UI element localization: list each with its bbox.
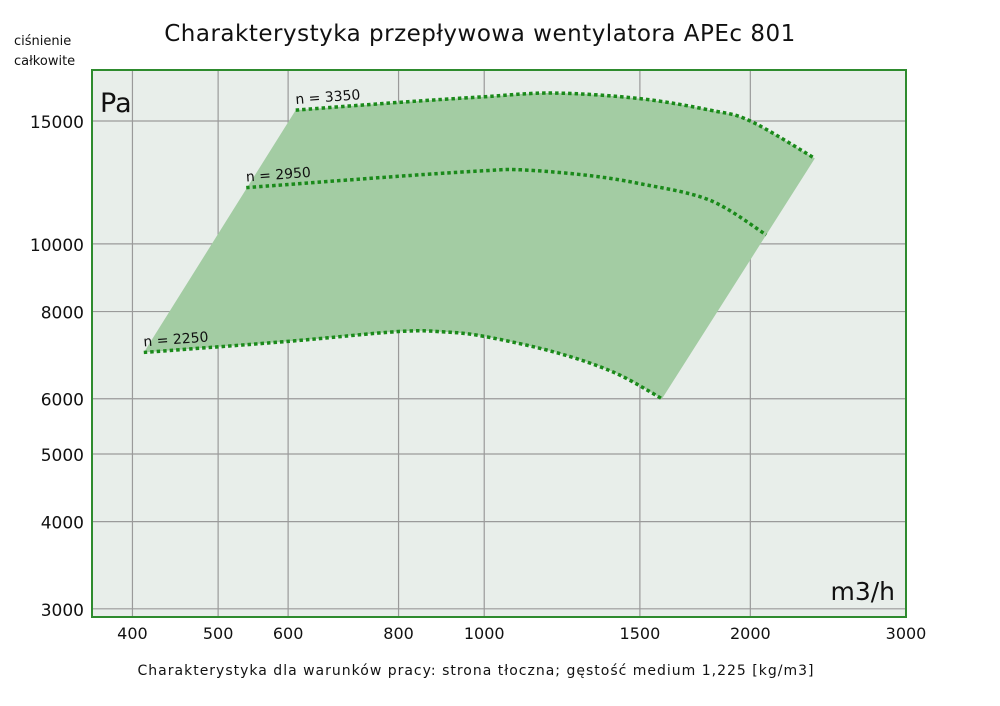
speed-curve-label: n = 2950	[245, 165, 311, 186]
plot-frame	[91, 69, 907, 618]
y-tick-label: 10000	[30, 236, 84, 256]
x-tick-label: 400	[117, 624, 148, 643]
operating-area	[143, 93, 815, 399]
x-unit-label: m3/h	[830, 577, 895, 606]
y-tick-label: 5000	[41, 446, 84, 466]
y-tick-label: 3000	[41, 601, 84, 621]
speed-curve	[295, 91, 816, 160]
x-tick-label: 1500	[620, 624, 661, 643]
y-tick-label: 6000	[41, 391, 84, 411]
y-tick-label: 4000	[41, 514, 84, 534]
x-tick-label: 500	[203, 624, 234, 643]
y-unit-label: Pa	[100, 88, 132, 119]
speed-curve	[246, 167, 768, 237]
x-tick-label: 600	[273, 624, 304, 643]
chart-title: Charakterystyka przepływowa wentylatora …	[164, 21, 796, 47]
y-tick-label: 15000	[30, 113, 84, 133]
y-axis-label-line2: całkowite	[14, 54, 75, 69]
x-tick-label: 3000	[886, 624, 927, 643]
x-tick-label: 800	[383, 624, 414, 643]
speed-curves: n = 3350 n = 2950 n = 2250	[143, 87, 816, 401]
x-tick-label: 2000	[730, 624, 771, 643]
tick-labels: 400 500 600 800 1000 1500 2000 3000 3000 4000 5000…	[30, 113, 926, 643]
speed-curve-label: n = 3350	[295, 87, 361, 108]
x-tick-label: 1000	[464, 624, 505, 643]
y-tick-label: 8000	[41, 304, 84, 324]
speed-curve-label: n = 2250	[143, 329, 209, 350]
chart-subtitle: Charakterystyka dla warunków pracy: stro…	[138, 663, 815, 679]
y-axis-label-line1: ciśnienie	[14, 34, 71, 49]
